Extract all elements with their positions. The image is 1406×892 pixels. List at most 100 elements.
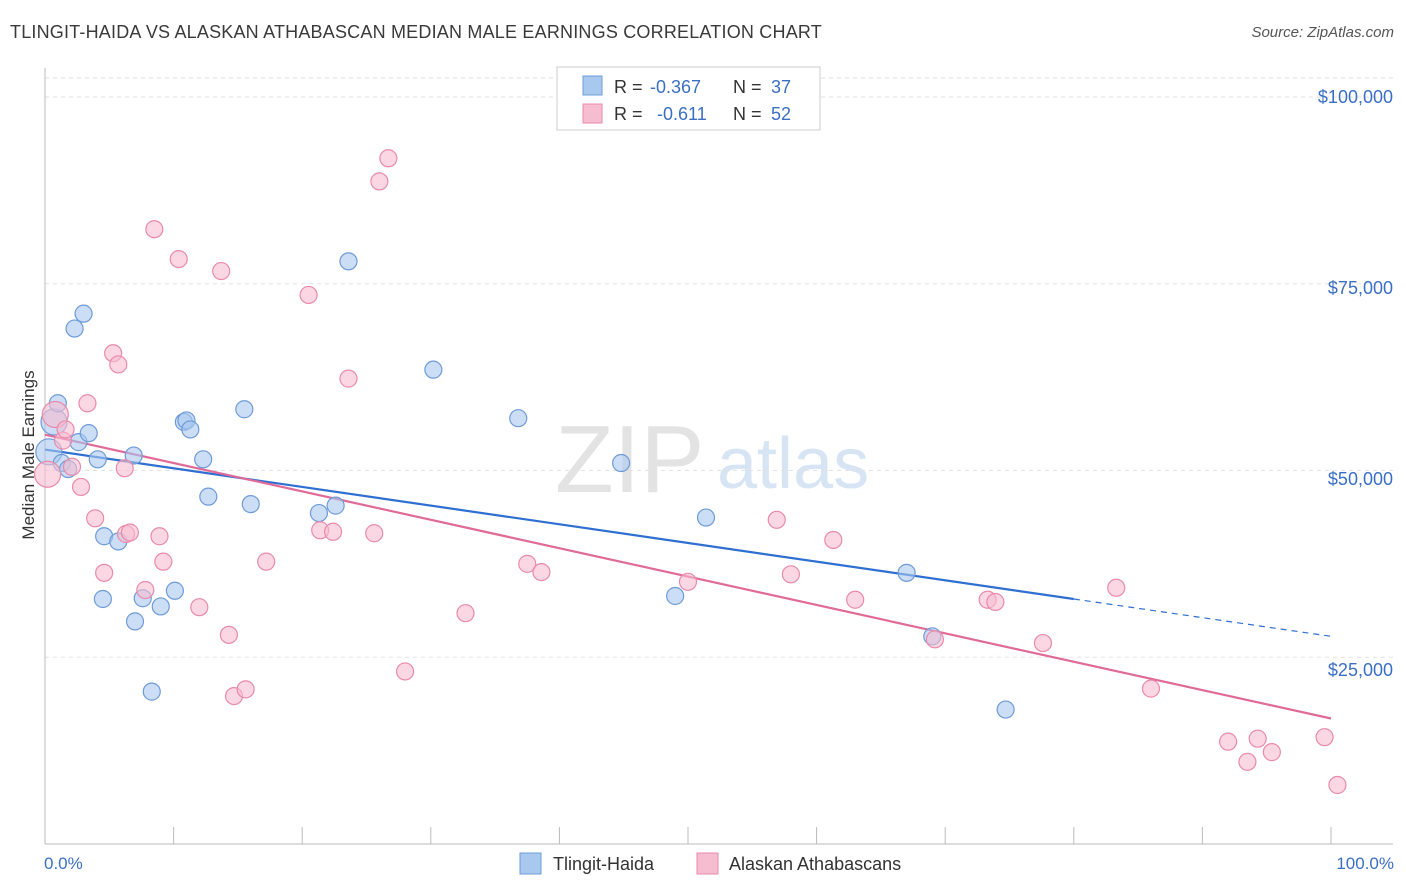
point-s1-32 — [395, 662, 415, 681]
point-s0-23 — [199, 487, 218, 506]
point-s1-47 — [1219, 732, 1238, 751]
point-s1-8 — [95, 563, 114, 582]
point-s0-36 — [996, 700, 1015, 719]
point-s1-19 — [190, 598, 209, 617]
x-tick-label-min: 0.0% — [44, 854, 83, 873]
point-s1-24 — [257, 552, 276, 571]
stats-n-label-tlingit: N = — [733, 77, 762, 97]
point-s0-33 — [696, 508, 716, 527]
point-s0-10 — [93, 589, 112, 609]
y-axis-label: Median Male Earnings — [19, 370, 38, 539]
point-s1-35 — [532, 562, 551, 582]
point-s1-14 — [136, 580, 155, 600]
point-s1-33 — [456, 604, 475, 623]
legend-swatch-athabascan — [696, 852, 719, 875]
point-s1-45 — [1107, 578, 1126, 597]
x-tick-label-max: 100.0% — [1336, 854, 1394, 873]
watermark-atlas: atlas — [717, 424, 869, 504]
point-s0-22 — [194, 450, 213, 469]
point-s0-24 — [235, 400, 254, 419]
point-s0-28 — [339, 252, 358, 271]
point-s0-13 — [124, 446, 143, 465]
y-tick-label-100000: $100,000 — [1318, 87, 1393, 107]
point-s0-30 — [509, 409, 528, 428]
point-s1-38 — [781, 565, 800, 584]
point-s0-26 — [309, 503, 329, 523]
grid-lines — [45, 77, 1393, 658]
point-s0-18 — [165, 581, 184, 600]
legend-swatch-tlingit — [519, 852, 542, 875]
series-legend: Tlingit-Haida Alaskan Athabascans — [519, 852, 901, 875]
point-s1-31 — [379, 149, 398, 168]
point-s1-52 — [1328, 775, 1347, 795]
legend-label-tlingit: Tlingit-Haida — [553, 854, 655, 874]
legend-label-athabascan: Alaskan Athabascans — [729, 854, 901, 874]
y-tick-label-25000: $25,000 — [1328, 660, 1393, 680]
stats-n-value-tlingit: 37 — [771, 77, 791, 97]
point-s0-17 — [151, 597, 170, 616]
stats-n-value-athabascan: 52 — [771, 104, 791, 124]
watermark-zip: ZIP — [555, 406, 704, 513]
point-s1-7 — [86, 509, 105, 528]
point-s1-13 — [120, 523, 139, 542]
chart-title: TLINGIT-HAIDA VS ALASKAN ATHABASCAN MEDI… — [10, 22, 822, 42]
point-s1-41 — [925, 630, 945, 649]
point-s0-21 — [181, 420, 200, 439]
point-s1-51 — [1315, 728, 1334, 747]
data-points — [33, 149, 1347, 795]
point-s0-29 — [424, 360, 443, 379]
stats-swatch-tlingit — [582, 75, 603, 96]
point-s0-34 — [897, 563, 916, 582]
stats-swatch-athabascan — [582, 103, 603, 124]
point-s0-7 — [74, 304, 93, 323]
point-s0-5 — [65, 319, 84, 338]
point-s1-21 — [219, 625, 238, 644]
stats-legend: R = -0.367 N = 37 R = -0.611 N = 52 — [556, 66, 821, 131]
point-s1-17 — [154, 552, 173, 571]
point-s1-20 — [212, 261, 231, 281]
point-s1-37 — [767, 510, 786, 529]
point-s0-25 — [241, 495, 260, 514]
point-s1-6 — [78, 394, 97, 413]
point-s1-46 — [1141, 679, 1161, 698]
point-s1-18 — [169, 249, 188, 269]
point-s1-44 — [1033, 633, 1053, 653]
point-s1-36 — [678, 572, 698, 591]
point-s1-28 — [339, 369, 358, 388]
y-tick-label-50000: $50,000 — [1328, 469, 1393, 489]
point-s1-50 — [1262, 743, 1281, 762]
point-s1-25 — [299, 285, 318, 305]
stats-r-label-athabascan: R = — [614, 104, 643, 124]
point-s1-30 — [370, 172, 389, 191]
point-s0-9 — [88, 450, 107, 469]
point-s1-48 — [1238, 752, 1257, 771]
point-s1-40 — [846, 590, 865, 609]
point-s0-14 — [125, 612, 145, 631]
stats-r-value-athabascan: -0.611 — [657, 104, 707, 124]
point-s1-23 — [236, 680, 255, 699]
point-s1-10 — [109, 355, 128, 374]
point-s1-1 — [41, 400, 69, 429]
y-tick-label-75000: $75,000 — [1328, 278, 1393, 298]
point-s1-29 — [365, 524, 384, 543]
source-note: Source: ZipAtlas.com — [1251, 24, 1394, 41]
stats-n-label-athabascan: N = — [733, 104, 762, 124]
point-s0-16 — [142, 682, 161, 701]
point-s1-16 — [150, 527, 169, 546]
point-s1-43 — [986, 592, 1005, 612]
point-s0-27 — [326, 496, 345, 515]
trend-line-extension-0 — [1073, 598, 1332, 637]
point-s1-49 — [1248, 729, 1267, 748]
point-s1-39 — [824, 530, 843, 550]
point-s1-5 — [71, 477, 91, 497]
point-s1-15 — [145, 220, 164, 239]
point-s0-31 — [612, 453, 631, 473]
point-s1-11 — [115, 459, 134, 478]
point-s1-0 — [33, 460, 62, 488]
point-s1-34 — [518, 554, 537, 573]
point-s1-3 — [56, 420, 75, 439]
point-s0-8 — [79, 424, 98, 443]
point-s0-32 — [666, 586, 685, 606]
stats-r-value-tlingit: -0.367 — [650, 77, 701, 97]
